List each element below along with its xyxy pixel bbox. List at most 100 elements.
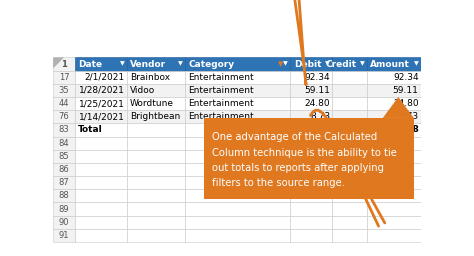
- Bar: [290, 150, 332, 163]
- Bar: [204, 118, 414, 199]
- Bar: [332, 84, 367, 97]
- Text: 1: 1: [61, 60, 67, 69]
- Bar: [367, 71, 421, 84]
- Bar: [185, 71, 290, 84]
- Bar: [290, 229, 332, 242]
- Bar: [127, 57, 185, 71]
- Bar: [53, 202, 75, 216]
- Bar: [75, 176, 127, 189]
- Text: One advantage of the Calculated
Column technique is the ability to tie
out total: One advantage of the Calculated Column t…: [212, 132, 397, 188]
- Bar: [332, 189, 367, 202]
- Bar: [332, 176, 367, 189]
- Text: 8.73: 8.73: [310, 112, 330, 121]
- Bar: [290, 163, 332, 176]
- Text: 1/28/2021: 1/28/2021: [79, 86, 125, 95]
- Text: Entertainment: Entertainment: [188, 112, 254, 121]
- Bar: [332, 110, 367, 123]
- Bar: [185, 202, 290, 216]
- Bar: [185, 97, 290, 110]
- Text: 1/14/2021: 1/14/2021: [79, 112, 125, 121]
- Bar: [75, 136, 127, 150]
- Bar: [53, 123, 75, 136]
- Bar: [75, 57, 127, 71]
- Bar: [332, 123, 367, 136]
- Bar: [367, 189, 421, 202]
- Bar: [127, 163, 185, 176]
- Text: 59.11: 59.11: [392, 86, 419, 95]
- Text: 1/25/2021: 1/25/2021: [79, 99, 125, 108]
- Text: Brightbean: Brightbean: [130, 112, 180, 121]
- Text: 92.34: 92.34: [393, 73, 419, 82]
- Bar: [290, 84, 332, 97]
- Text: ▼: ▼: [178, 61, 182, 67]
- Text: Credit: Credit: [325, 60, 356, 69]
- Bar: [127, 150, 185, 163]
- Bar: [127, 123, 185, 136]
- Text: 24.80: 24.80: [393, 99, 419, 108]
- Text: 85: 85: [59, 152, 69, 161]
- Text: Vendor: Vendor: [130, 60, 166, 69]
- Bar: [75, 110, 127, 123]
- Bar: [290, 136, 332, 150]
- Text: 76: 76: [59, 112, 69, 121]
- Bar: [185, 163, 290, 176]
- Bar: [367, 84, 421, 97]
- Bar: [53, 71, 75, 84]
- Text: 2/1/2021: 2/1/2021: [84, 73, 125, 82]
- Bar: [367, 136, 421, 150]
- Text: Entertainment: Entertainment: [188, 73, 254, 82]
- Bar: [332, 216, 367, 229]
- Bar: [367, 216, 421, 229]
- Bar: [75, 229, 127, 242]
- Bar: [367, 123, 421, 136]
- Bar: [185, 176, 290, 189]
- Text: 88: 88: [59, 191, 69, 200]
- Bar: [75, 123, 127, 136]
- Text: Category: Category: [188, 60, 234, 69]
- Bar: [53, 97, 75, 110]
- Bar: [332, 150, 367, 163]
- Bar: [290, 202, 332, 216]
- Bar: [53, 216, 75, 229]
- Bar: [127, 216, 185, 229]
- Bar: [185, 229, 290, 242]
- Bar: [367, 176, 421, 189]
- Bar: [127, 189, 185, 202]
- Bar: [332, 71, 367, 84]
- Text: 35: 35: [59, 86, 69, 95]
- Bar: [185, 150, 290, 163]
- Text: 24.80: 24.80: [304, 99, 330, 108]
- Bar: [127, 110, 185, 123]
- Bar: [75, 189, 127, 202]
- Bar: [290, 216, 332, 229]
- Bar: [185, 216, 290, 229]
- Text: ▼: ▼: [414, 61, 419, 67]
- Bar: [53, 110, 75, 123]
- Bar: [53, 57, 75, 71]
- Bar: [332, 136, 367, 150]
- Bar: [290, 189, 332, 202]
- Text: 87: 87: [59, 178, 69, 187]
- Bar: [127, 202, 185, 216]
- Bar: [53, 229, 75, 242]
- Text: 86: 86: [59, 165, 69, 174]
- Bar: [127, 97, 185, 110]
- Text: Amount: Amount: [370, 60, 410, 69]
- Bar: [367, 110, 421, 123]
- Bar: [127, 176, 185, 189]
- Text: Entertainment: Entertainment: [188, 86, 254, 95]
- Bar: [332, 229, 367, 242]
- Bar: [75, 97, 127, 110]
- Bar: [367, 57, 421, 71]
- Bar: [367, 229, 421, 242]
- Bar: [75, 84, 127, 97]
- Bar: [127, 71, 185, 84]
- Bar: [290, 176, 332, 189]
- Bar: [75, 202, 127, 216]
- Text: 89: 89: [59, 205, 69, 214]
- Text: Brainbox: Brainbox: [130, 73, 170, 82]
- Bar: [53, 150, 75, 163]
- Text: 17: 17: [59, 73, 69, 82]
- Bar: [185, 136, 290, 150]
- Text: ▼: ▼: [283, 61, 287, 67]
